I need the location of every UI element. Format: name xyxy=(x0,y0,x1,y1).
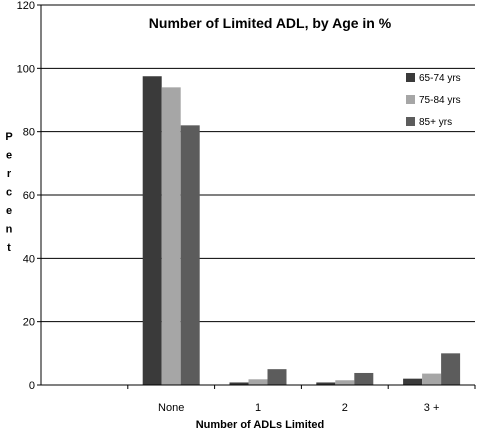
bars xyxy=(142,76,461,385)
x-category-label: 3 + xyxy=(424,402,440,414)
y-tick-label: 80 xyxy=(23,127,35,139)
gridlines xyxy=(41,4,475,323)
y-axis-label-letter: r xyxy=(7,168,12,180)
y-axis-label-letter: e xyxy=(6,205,12,217)
category-labels: None 1 2 3 + xyxy=(127,385,476,414)
y-axis-label-letter: t xyxy=(7,242,11,254)
y-tick-label: 120 xyxy=(17,0,35,12)
bar xyxy=(248,379,268,385)
y-tick-label: 100 xyxy=(17,63,35,75)
x-category-label: 1 xyxy=(255,402,261,414)
legend: 65-74 yrs 75-84 yrs 85+ yrs xyxy=(406,73,461,128)
y-axis-label-letter: e xyxy=(6,150,12,162)
y-axis-label-letter: c xyxy=(6,187,12,199)
legend-label: 75-84 yrs xyxy=(419,95,461,106)
bar xyxy=(161,87,181,385)
y-axis-label-letter: P xyxy=(5,131,12,143)
y-tick-label: 40 xyxy=(23,253,35,265)
bar xyxy=(354,372,374,385)
bar xyxy=(441,353,461,385)
y-tick-label: 0 xyxy=(29,380,35,392)
legend-label: 85+ yrs xyxy=(419,117,452,128)
chart-title: Number of Limited ADL, by Age in % xyxy=(149,15,392,31)
x-axis-label: Number of ADLs Limited xyxy=(196,419,325,431)
x-category-label: 2 xyxy=(342,402,348,414)
bar xyxy=(142,76,162,385)
legend-swatch xyxy=(406,117,415,126)
y-tick-label: 20 xyxy=(23,317,35,329)
bar xyxy=(335,380,355,385)
bar xyxy=(229,382,249,385)
legend-swatch xyxy=(406,95,415,104)
bar xyxy=(316,382,336,385)
bar xyxy=(180,125,200,385)
y-axis-label-letter: n xyxy=(6,224,13,236)
x-category-label: None xyxy=(158,402,184,414)
tick-labels: 0 20 40 60 80 100 120 xyxy=(17,0,41,392)
legend-label: 65-74 yrs xyxy=(419,73,461,84)
bar xyxy=(422,373,442,385)
legend-swatch xyxy=(406,73,415,82)
bar xyxy=(403,378,423,385)
y-tick-label: 60 xyxy=(23,190,35,202)
bar xyxy=(267,369,287,385)
